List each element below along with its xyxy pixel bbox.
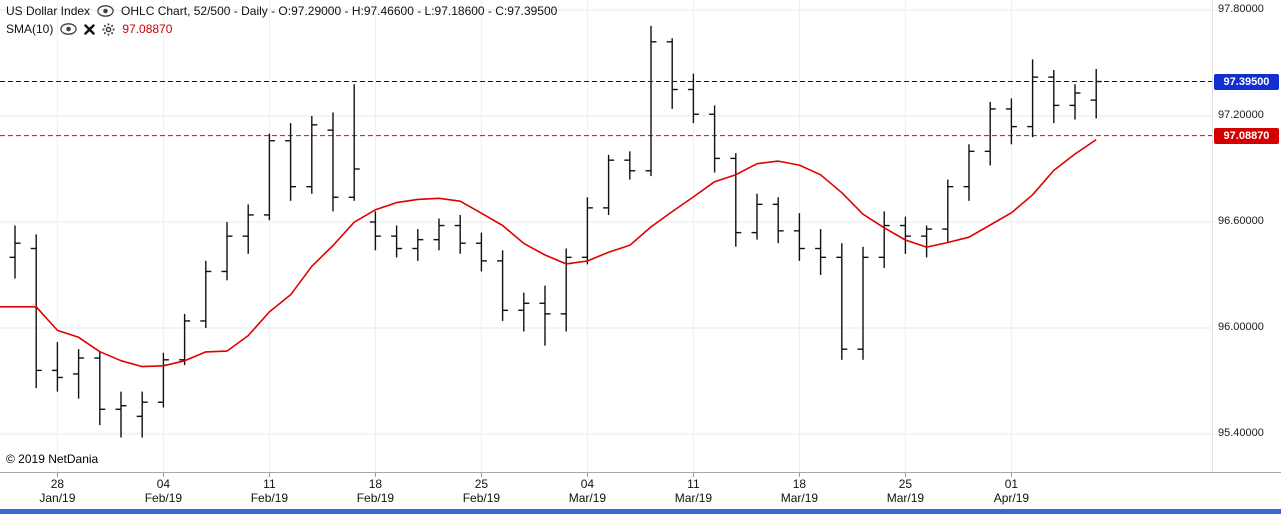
time-axis-tick: [799, 473, 801, 477]
instrument-row: US Dollar Index OHLC Chart, 52/500 - Dai…: [6, 2, 557, 20]
time-axis-month-label: Feb/19: [462, 491, 501, 505]
time-axis-tick: [269, 473, 271, 477]
indicator-row: SMA(10) 97.08870: [6, 20, 557, 38]
ohlc-summary: OHLC Chart, 52/500 - Daily - O:97.29000 …: [121, 4, 558, 18]
indicator-label: SMA(10): [6, 22, 54, 36]
time-axis-day-label: 11: [263, 477, 276, 491]
time-axis-day-label: 04: [580, 477, 595, 491]
price-axis-label: 96.00000: [1218, 321, 1264, 333]
time-axis-month-label: Mar/19: [568, 491, 607, 505]
price-axis-label: 95.40000: [1218, 427, 1264, 439]
plot-canvas[interactable]: [0, 0, 1212, 472]
gridlines: [0, 0, 1212, 472]
price-chart[interactable]: [0, 0, 1212, 472]
time-axis-month-label: Mar/19: [674, 491, 713, 505]
time-axis-month-label: Feb/19: [356, 491, 395, 505]
instrument-name: US Dollar Index: [6, 4, 91, 18]
time-axis-month-label: Feb/19: [250, 491, 289, 505]
last-price-badge: 97.39500: [1214, 73, 1279, 90]
time-axis-tick: [1011, 473, 1013, 477]
indicator-value: 97.08870: [122, 22, 173, 36]
eye-icon[interactable]: [60, 23, 78, 35]
copyright-watermark: © 2019 NetDania: [6, 452, 99, 466]
time-axis-tick: [481, 473, 483, 477]
time-axis-tick: [693, 473, 695, 477]
time-axis-tick: [587, 473, 589, 477]
time-axis-day-label: 04: [156, 477, 171, 491]
sma-line: [0, 138, 1097, 368]
time-axis-day-label: 28: [50, 477, 65, 491]
time-axis-day-label: 11: [687, 477, 700, 491]
price-axis-label: 96.60000: [1218, 215, 1264, 227]
ohlc-bars: [9, 25, 1102, 438]
price-axis-label: 97.80000: [1218, 3, 1264, 15]
time-axis-day-label: 25: [474, 477, 489, 491]
time-axis-month-label: Mar/19: [886, 491, 925, 505]
chart-header: US Dollar Index OHLC Chart, 52/500 - Dai…: [6, 2, 557, 38]
time-axis-month-label: Jan/19: [39, 491, 76, 505]
time-axis-month-label: Mar/19: [780, 491, 819, 505]
time-axis-day-label: 25: [898, 477, 913, 491]
time-axis-day-label: 18: [792, 477, 807, 491]
sma-value-badge: 97.08870: [1214, 127, 1279, 144]
time-axis-tick: [905, 473, 907, 477]
price-axis[interactable]: 97.80000 97.20000 96.60000 96.00000 95.40000…: [1212, 0, 1281, 472]
price-axis-label: 97.20000: [1218, 109, 1264, 121]
time-axis-month-label: Feb/19: [144, 491, 183, 505]
time-axis-tick: [163, 473, 165, 477]
time-axis-day-label: 18: [368, 477, 383, 491]
time-axis-tick: [375, 473, 377, 477]
time-axis-tick: [57, 473, 59, 477]
close-icon[interactable]: [84, 23, 96, 35]
horizontal-scrollbar[interactable]: [0, 509, 1281, 514]
time-axis-month-label: Apr/19: [993, 491, 1030, 505]
eye-icon[interactable]: [97, 5, 114, 17]
time-axis-day-label: 01: [1004, 477, 1019, 491]
gear-icon[interactable]: [102, 23, 115, 36]
time-axis[interactable]: 28 Jan/19 04 Feb/19 11 Feb/19 18 Feb/19 25 Feb/19…: [0, 472, 1281, 510]
